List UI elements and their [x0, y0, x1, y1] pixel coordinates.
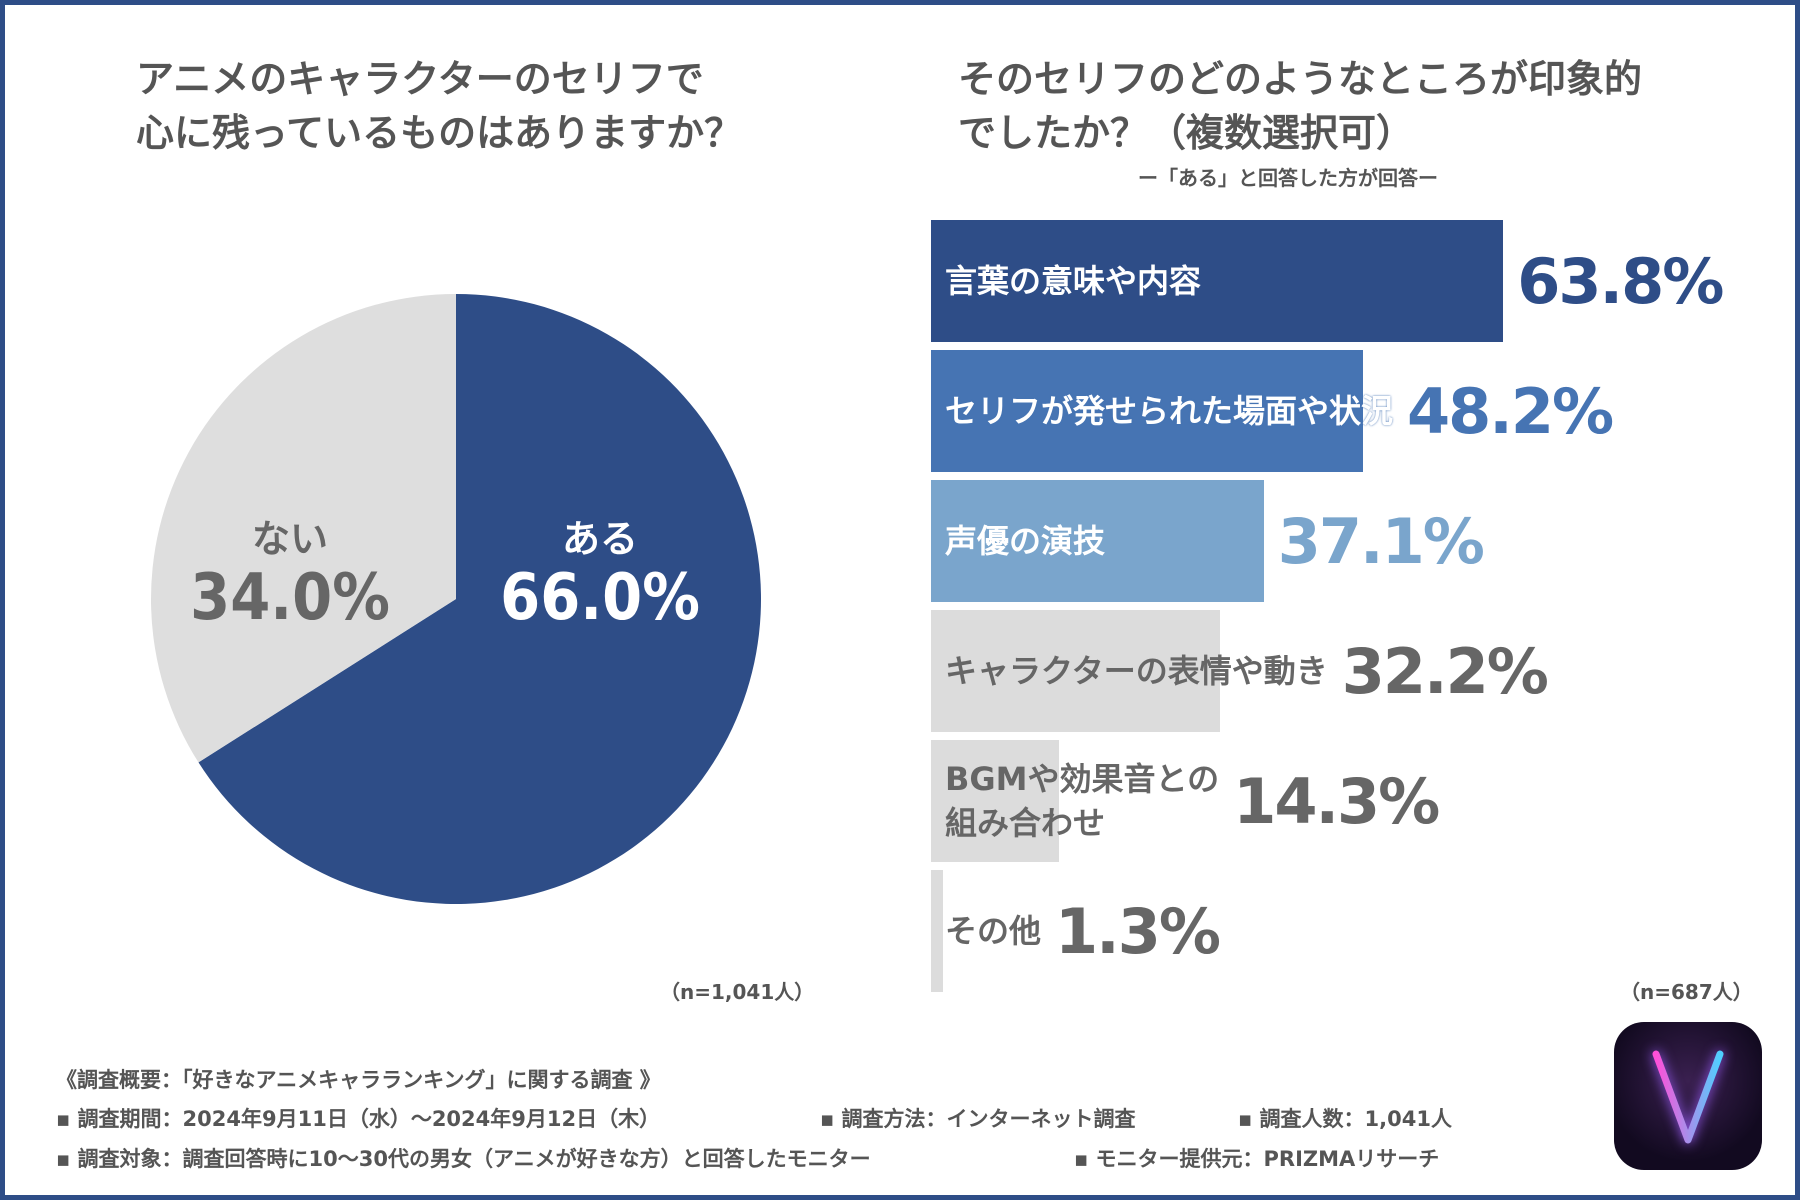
pie-slice-name: ある	[561, 517, 638, 561]
pie-label-1: ある 66.0%	[500, 508, 700, 633]
bar-value-label: 63.8%	[1517, 244, 1724, 318]
bar-category-label: 声優の演技	[945, 522, 1106, 560]
bar-value-label: 32.2%	[1341, 634, 1549, 708]
left-sample-size: （n=1,041人）	[660, 980, 815, 1004]
bar-value-label: 37.1%	[1277, 504, 1485, 578]
left-title-line1: アニメのキャラクターのセリフで	[136, 57, 704, 101]
pie-label-2: ない 34.0%	[190, 508, 390, 633]
bar	[931, 480, 1264, 602]
survey-count: ▪ 調査人数：1,041人	[1238, 1107, 1452, 1131]
bar	[931, 870, 943, 992]
bar-value-label: 1.3%	[1055, 894, 1221, 968]
neon-v-logo-icon	[1652, 1050, 1724, 1144]
left-chart-title: アニメのキャラクターのセリフで 心に残っているものはありますか？	[136, 52, 742, 160]
pie-slice-value: 66.0%	[500, 561, 700, 635]
bar	[931, 610, 1220, 732]
bar-category-label: 言葉の意味や内容	[945, 262, 1202, 300]
survey-target: ▪ 調査対象：調査回答時に10～30代の男女（アニメが好きな方）と回答したモニタ…	[56, 1147, 871, 1171]
bar	[931, 350, 1364, 472]
pie-slice-name: ない	[251, 517, 328, 561]
bar-value-label: 14.3%	[1233, 764, 1440, 838]
right-title-line1: そのセリフのどのようなところが印象的	[958, 57, 1643, 101]
pie-slice-2	[150, 294, 456, 763]
pie-slice-value: 34.0%	[190, 561, 390, 635]
app-logo	[1614, 1022, 1762, 1170]
bar-row: 声優の演技 37.1%	[931, 480, 1485, 602]
survey-provider: ▪ モニター提供元：PRIZMAリサーチ	[1074, 1147, 1440, 1171]
bar-row: 言葉の意味や内容 63.8%	[931, 220, 1724, 342]
bar	[931, 740, 1060, 862]
bar-category-label: セリフが発せられた場面や状況	[945, 392, 1394, 430]
bar-row: セリフが発せられた場面や状況 48.2%	[931, 350, 1614, 472]
survey-heading: 《調査概要：「好きなアニメキャラランキング」に関する調査 》	[56, 1068, 661, 1092]
bar-value-label: 48.2%	[1407, 374, 1614, 448]
bar-category-label: BGMや効果音との 組み合わせ	[945, 760, 1220, 842]
pie-chart	[150, 294, 761, 904]
bar-row: その他 1.3%	[931, 870, 1221, 992]
survey-period: ▪ 調査期間：2024年9月11日（水）～2024年9月12日（木）	[56, 1107, 661, 1131]
bar-category-label: その他	[945, 912, 1042, 950]
survey-method: ▪ 調査方法：インターネット調査	[820, 1107, 1136, 1131]
bar	[931, 220, 1504, 342]
bar-category-label: キャラクターの表情や動き	[945, 652, 1328, 690]
right-sample-size: （n=687人）	[1620, 980, 1753, 1004]
right-title-line2: でしたか？（複数選択可）	[958, 111, 1415, 155]
bar-row: BGMや効果音との 組み合わせ 14.3%	[931, 740, 1440, 862]
right-chart-title: そのセリフのどのようなところが印象的 でしたか？（複数選択可）	[958, 52, 1642, 160]
right-chart-subtitle: ー「ある」と回答した方が回答ー	[1138, 166, 1438, 190]
pie-slice-1	[198, 294, 761, 904]
survey-line-2: ▪ 調査期間：2024年9月11日（水）～2024年9月12日（木） ▪ 調査方…	[56, 1103, 1596, 1133]
survey-line-3: ▪ 調査対象：調査回答時に10～30代の男女（アニメが好きな方）と回答したモニタ…	[56, 1143, 1596, 1173]
left-title-line2: 心に残っているものはありますか？	[136, 111, 743, 155]
bar-row: キャラクターの表情や動き 32.2%	[931, 610, 1549, 732]
